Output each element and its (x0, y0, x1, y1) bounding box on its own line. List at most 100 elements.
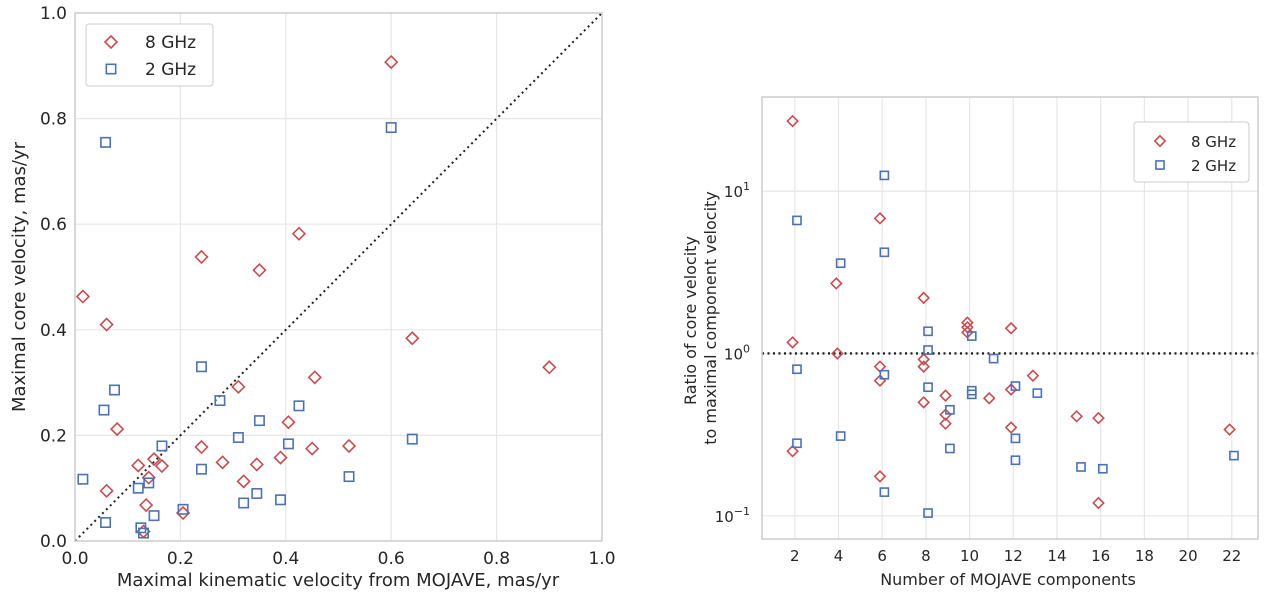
right-8ghz-point (1004, 321, 1018, 335)
left-y-tick-label: 1.0 (40, 4, 67, 24)
right-2ghz-point (879, 369, 890, 380)
left-8ghz-point (110, 421, 125, 437)
right-2ghz-point (966, 389, 977, 400)
right-2ghz-point (1010, 381, 1021, 391)
left-2ghz-point (275, 494, 287, 506)
right-y-tick-label: 100 (724, 342, 750, 363)
right-y-axis-label-line-2: to maximal component velocity (701, 191, 720, 445)
left-x-tick-label: 0.2 (167, 549, 194, 569)
right-y-axis-label-line-1: Ratio of core velocity (681, 236, 700, 405)
left-x-tick-label: 1.0 (588, 549, 615, 569)
left-8ghz-point (154, 458, 170, 474)
right-legend: 8 GHz 2 GHz (1133, 121, 1250, 183)
right-8ghz-point (1004, 421, 1018, 434)
left-legend: 8 GHz 2 GHz (85, 23, 214, 87)
left-8ghz-point (231, 379, 246, 394)
left-8ghz-point (194, 249, 209, 265)
left-x-ticks: 0.0 0.2 0.4 0.6 0.8 1.0 (61, 549, 615, 569)
left-2ghz-point (282, 438, 294, 450)
right-points (786, 114, 1239, 518)
left-legend-frame (85, 23, 214, 87)
right-8ghz-point (982, 391, 996, 405)
right-2ghz-point (835, 258, 846, 269)
right-2ghz-point (835, 431, 846, 441)
right-8ghz-point (1223, 423, 1236, 436)
right-8ghz-point (917, 353, 931, 366)
left-2ghz-point (293, 400, 305, 412)
right-2ghz-point (879, 487, 890, 497)
right-x-tick-label: 2 (790, 547, 800, 565)
left-legend-label: 2 GHz (145, 60, 196, 80)
right-2ghz-point (879, 247, 890, 258)
right-8ghz-point (831, 347, 844, 360)
left-8ghz-point (542, 360, 557, 375)
left-2ghz-point (148, 510, 160, 522)
left-8ghz-point (141, 470, 156, 485)
right-x-tick-label: 20 (1179, 547, 1198, 565)
right-2ghz-point (923, 326, 933, 337)
right-2ghz-point (966, 331, 977, 341)
right-2ghz-point (923, 382, 933, 393)
left-2ghz-point (98, 404, 110, 416)
left-x-tick-label: 0.6 (378, 549, 405, 569)
left-8ghz-point (139, 497, 154, 513)
right-legend-frame (1133, 121, 1250, 183)
right-8ghz-point (917, 396, 931, 409)
right-panel: 2 4 6 8 10 12 14 16 18 20 22 10−1 100 101 Number of … (681, 96, 1259, 589)
left-x-tick-label: 0.4 (272, 549, 299, 569)
left-8ghz-point (252, 263, 267, 278)
left-2ghz-point (196, 463, 207, 475)
right-x-tick-label: 6 (877, 547, 887, 565)
left-8ghz-point (146, 452, 162, 467)
left-2ghz-point (196, 361, 207, 373)
left-2ghz-point (251, 487, 263, 499)
right-8ghz-point (939, 408, 952, 421)
left-8ghz-point (249, 457, 264, 472)
right-8ghz-point (1026, 369, 1040, 383)
left-8ghz-point (194, 439, 209, 455)
right-2ghz-point (1010, 433, 1021, 444)
right-y-axis-label: Ratio of core velocity to maximal compon… (681, 191, 720, 445)
left-points (75, 54, 557, 539)
left-legend-marker (105, 63, 117, 75)
left-8ghz-point (341, 438, 357, 454)
left-8ghz-point (405, 331, 420, 346)
right-2ghz-point (945, 443, 955, 454)
right-8ghz-point (786, 444, 799, 458)
left-2ghz-point (343, 471, 355, 483)
right-8ghz-point (1092, 411, 1105, 425)
left-y-tick-label: 0.2 (40, 426, 67, 446)
left-8ghz-point (291, 226, 307, 241)
right-8ghz-point (829, 277, 843, 290)
right-2ghz-point (1010, 455, 1021, 466)
left-y-tick-label: 0.0 (40, 532, 67, 552)
left-y-axis-label: Maximal core velocity, mas/yr (9, 141, 30, 412)
left-2ghz-point (77, 473, 89, 485)
right-8ghz-point (786, 114, 799, 128)
right-8ghz-point (873, 211, 887, 225)
right-x-tick-label: 16 (1091, 547, 1110, 565)
right-8ghz-point (917, 360, 931, 373)
right-2ghz-point (1032, 388, 1043, 398)
left-legend-marker (103, 34, 119, 50)
right-legend-label: 2 GHz (1191, 157, 1236, 175)
right-2ghz-point (1098, 463, 1108, 474)
left-2ghz-point (385, 122, 397, 134)
left-2ghz-point (132, 482, 144, 494)
right-x-ticks: 2 4 6 8 10 12 14 16 18 20 22 (790, 547, 1241, 565)
right-x-tick-label: 22 (1222, 547, 1241, 565)
left-x-axis-label: Maximal kinematic velocity from MOJAVE, … (117, 570, 560, 591)
right-y-tick-label: 10−1 (715, 505, 750, 526)
right-8ghz-point (786, 336, 799, 349)
left-8ghz-point (236, 474, 251, 489)
left-reference-line (74, 12, 603, 542)
right-x-tick-label: 18 (1135, 547, 1154, 565)
right-x-tick-label: 4 (834, 547, 844, 565)
left-legend-label: 8 GHz (145, 33, 196, 53)
right-8ghz-point (873, 470, 887, 483)
right-plot-frame (761, 96, 1259, 540)
left-plot-frame (74, 12, 603, 542)
left-8ghz-point (273, 450, 288, 465)
left-2ghz-point (406, 433, 418, 445)
right-x-tick-label: 10 (960, 547, 979, 565)
